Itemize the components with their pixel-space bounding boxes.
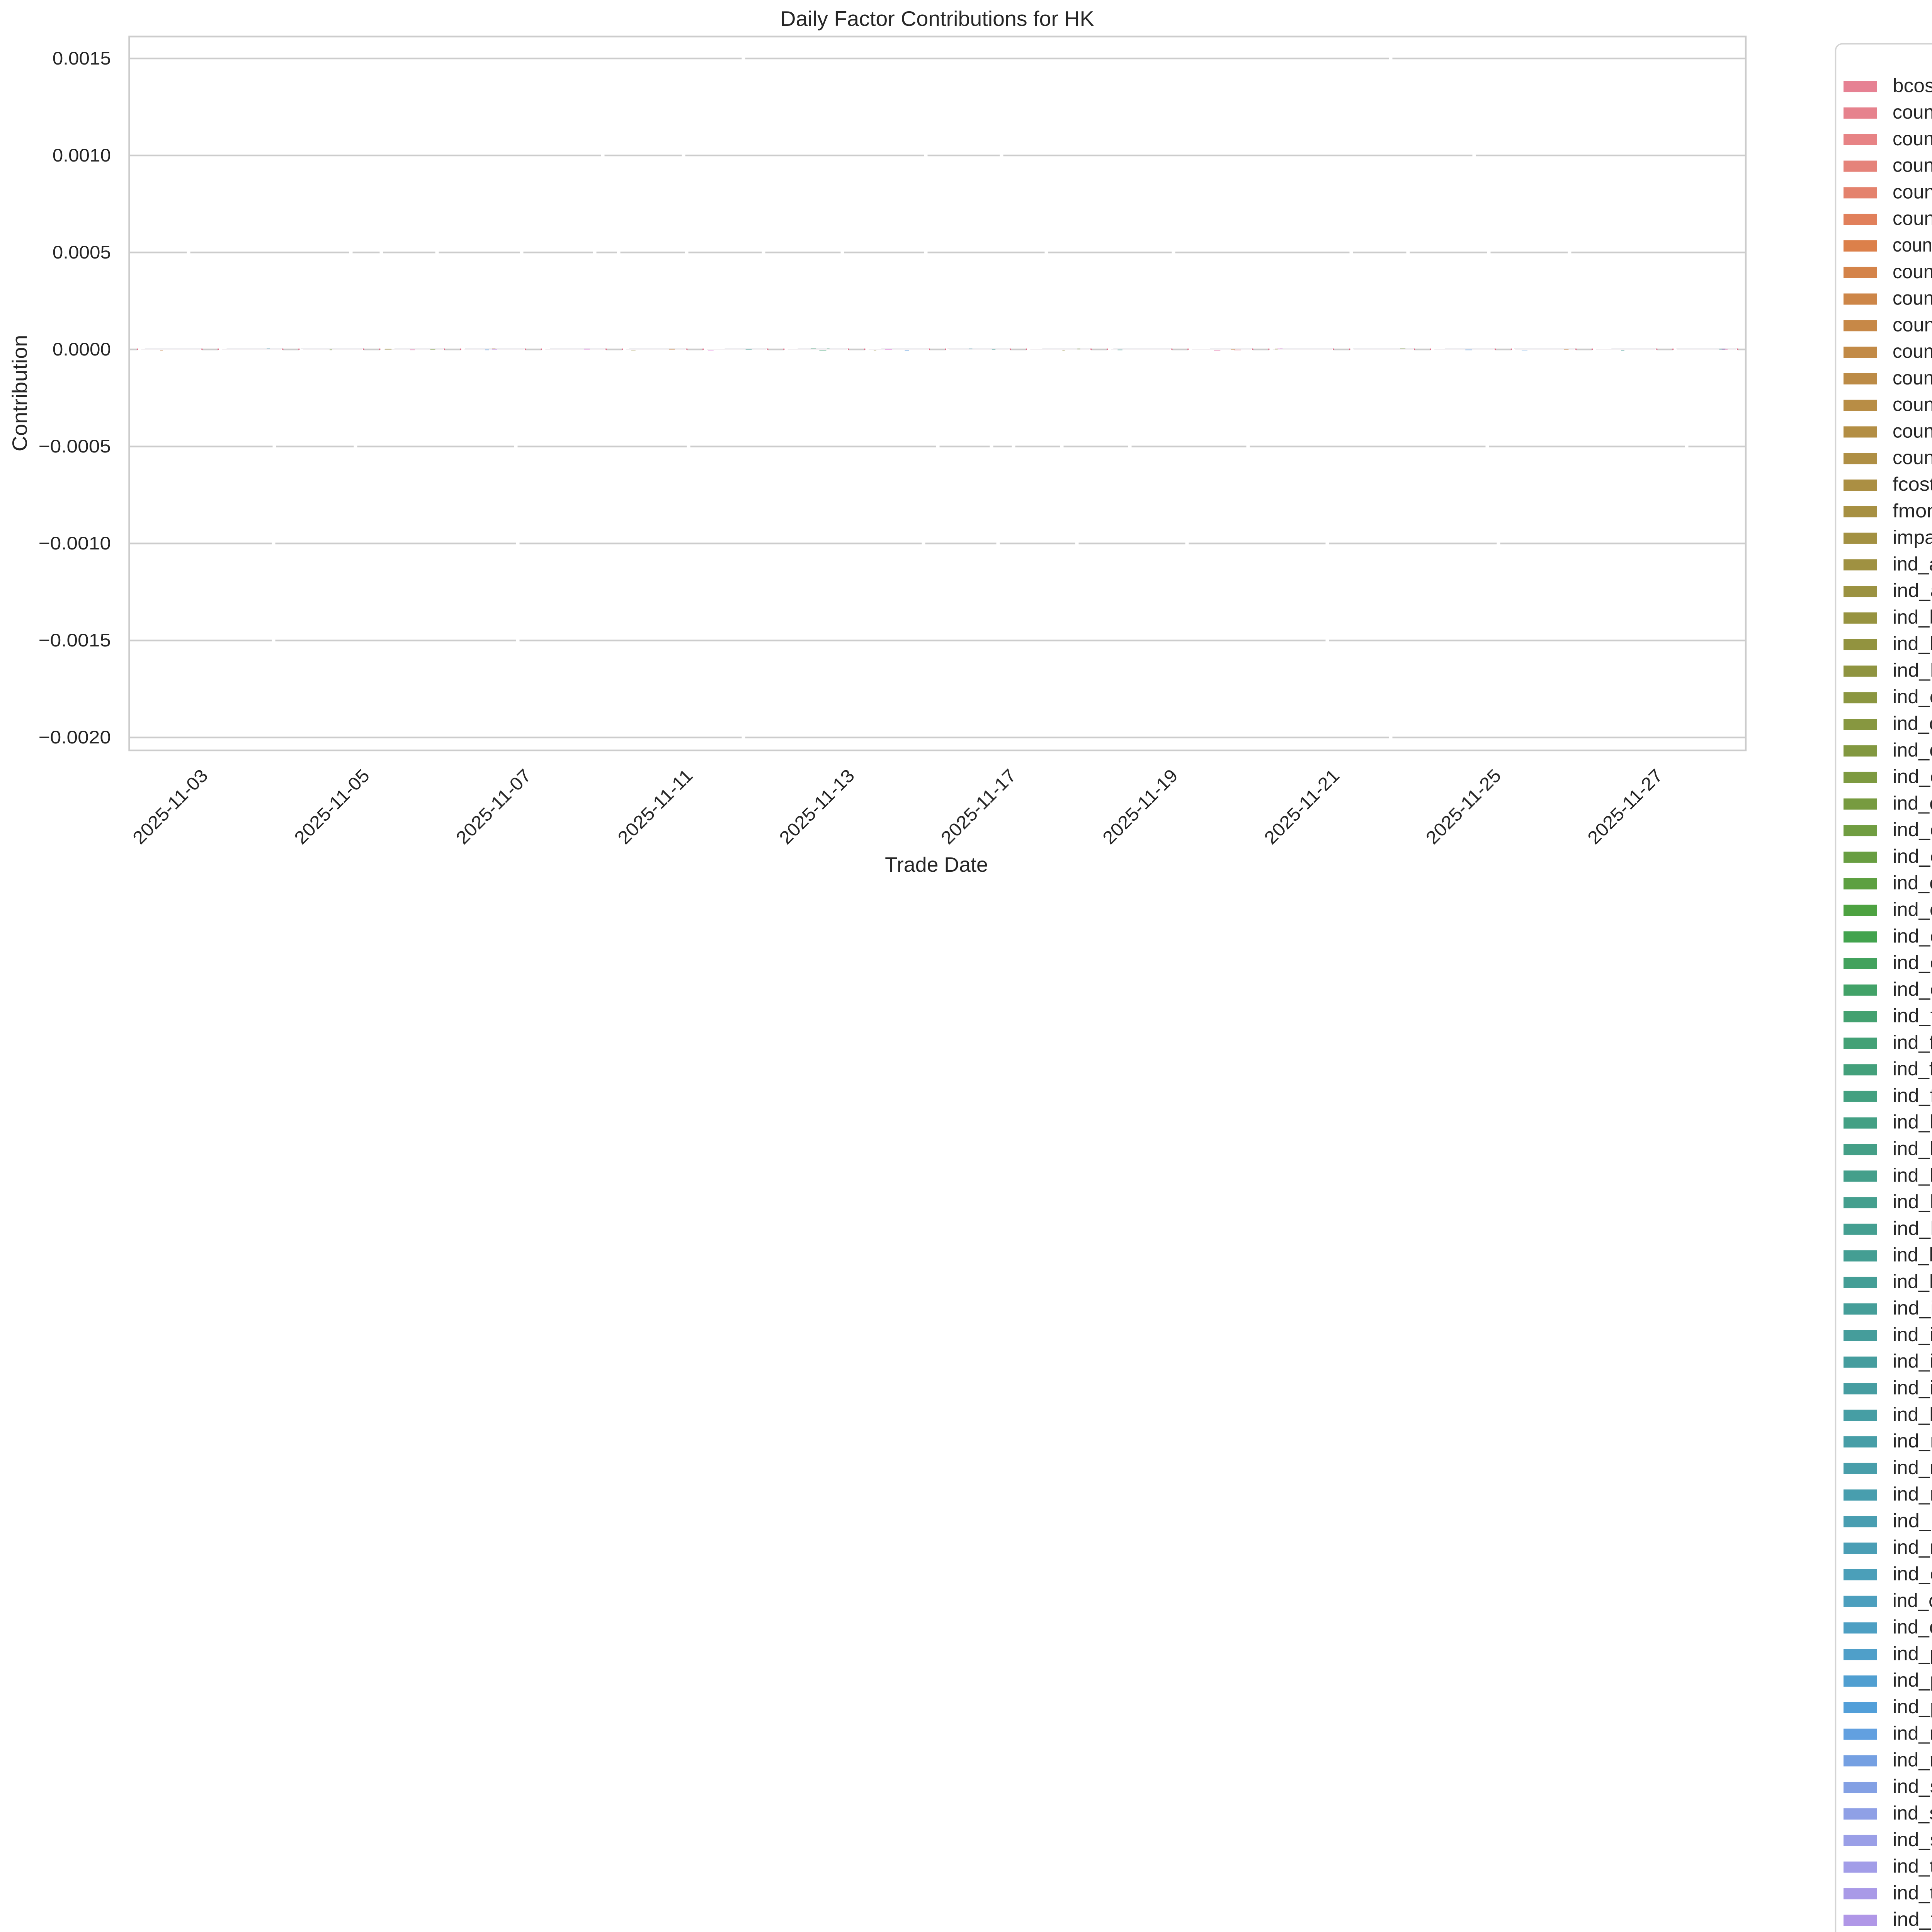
svg-text:fcost: fcost (1893, 473, 1932, 495)
svg-text:ind_automobile: ind_automobile (1893, 580, 1932, 601)
svg-text:ind_computers_phones_household: ind_computers_phones_household_electroni… (1893, 792, 1932, 814)
svg-text:ind_textiles_apparel: ind_textiles_apparel (1893, 1882, 1932, 1903)
svg-text:0.0000: 0.0000 (53, 339, 111, 360)
svg-text:ind_commercial_services_suppli: ind_commercial_services_supplies (1893, 739, 1932, 761)
svg-text:country_NZ: country_NZ (1893, 314, 1932, 335)
svg-text:country_CN: country_CN (1893, 128, 1932, 150)
svg-text:0.0015: 0.0015 (53, 48, 111, 69)
svg-text:ind_insurance: ind_insurance (1893, 1324, 1932, 1345)
svg-text:ind_household_goods: ind_household_goods (1893, 1244, 1932, 1266)
svg-text:ind_software_it_services: ind_software_it_services (1893, 1802, 1932, 1824)
svg-text:ind_renewable_energy: ind_renewable_energy (1893, 1749, 1932, 1770)
svg-text:ind_telecommunications_serices: ind_telecommunications_serices (1893, 1855, 1932, 1877)
svg-text:−0.0020: −0.0020 (39, 727, 111, 748)
svg-text:−0.0015: −0.0015 (39, 630, 111, 651)
svg-text:ind_media_publishing: ind_media_publishing (1893, 1457, 1932, 1478)
svg-text:−0.0010: −0.0010 (39, 533, 111, 554)
svg-text:country_ID: country_ID (1893, 181, 1932, 202)
svg-text:ind_consumer_goods_conglomerat: ind_consumer_goods_conglomerates (1893, 872, 1932, 894)
svg-text:ind_food_drug_retail: ind_food_drug_retail (1893, 1031, 1932, 1053)
svg-text:country_HK: country_HK (1893, 155, 1932, 176)
svg-text:ind_electric_utilities_ipps: ind_electric_utilities_ipps (1893, 952, 1932, 973)
svg-text:0.0010: 0.0010 (53, 145, 111, 166)
svg-text:ind_real_estate_operations: ind_real_estate_operations (1893, 1723, 1932, 1744)
svg-text:ind_communications_equipment: ind_communications_equipment (1893, 766, 1932, 787)
svg-text:ind_leisure_products: ind_leisure_products (1893, 1403, 1932, 1425)
svg-text:country_MY: country_MY (1893, 287, 1932, 309)
svg-text:country_TH: country_TH (1893, 394, 1932, 415)
svg-text:country_TW: country_TW (1893, 420, 1932, 442)
svg-text:ind_healthcare_providers_servi: ind_healthcare_providers_services (1893, 1138, 1932, 1160)
svg-text:ind_diversified_retail: ind_diversified_retail (1893, 925, 1932, 947)
svg-text:ind_construction_engineering: ind_construction_engineering (1893, 819, 1932, 840)
svg-text:0.0005: 0.0005 (53, 242, 111, 263)
svg-text:ind_biotechnology: ind_biotechnology (1893, 660, 1932, 681)
svg-text:ind_holding_companies: ind_holding_companies (1893, 1164, 1932, 1186)
svg-text:ind_multiline_utilities: ind_multiline_utilities (1893, 1510, 1932, 1531)
svg-text:ind_oil_gas_equipment_services: ind_oil_gas_equipment_services (1893, 1616, 1932, 1638)
svg-text:ind_healthcare_equipment_suppl: ind_healthcare_equipment_supplies (1893, 1111, 1932, 1133)
svg-text:ind_food_tobacco: ind_food_tobacco (1893, 1058, 1932, 1080)
svg-text:country_AU: country_AU (1893, 101, 1932, 123)
svg-text:ind_freight_logistics: ind_freight_logistics (1893, 1085, 1932, 1106)
svg-text:Trade Date: Trade Date (885, 853, 988, 876)
svg-text:ind_coal: ind_coal (1893, 713, 1932, 734)
svg-text:ind_hotels_entertainment: ind_hotels_entertainment (1893, 1218, 1932, 1239)
svg-text:ind_aerospace_defense: ind_aerospace_defense (1893, 553, 1932, 575)
svg-text:ind_oil_gas: ind_oil_gas (1893, 1590, 1932, 1611)
svg-text:bcost: bcost (1893, 75, 1932, 96)
svg-text:ind_machinery: ind_machinery (1893, 1430, 1932, 1452)
svg-text:ind_industrial_distribution: ind_industrial_distribution (1893, 1297, 1932, 1319)
svg-text:ind_investment_services: ind_investment_services (1893, 1377, 1932, 1399)
svg-text:country_IN: country_IN (1893, 207, 1932, 229)
svg-text:Daily Factor Contributions for: Daily Factor Contributions for HK (780, 7, 1094, 31)
svg-text:country_JP: country_JP (1893, 234, 1932, 256)
svg-text:ind_passenger_transportation: ind_passenger_transportation (1893, 1669, 1932, 1691)
svg-text:ind_office_equipment: ind_office_equipment (1893, 1563, 1932, 1585)
svg-text:ind_containers_packaging: ind_containers_packaging (1893, 899, 1932, 920)
svg-text:ind_homebuilding_building_prod: ind_homebuilding_building_products (1893, 1191, 1932, 1213)
svg-text:ind_pharmaceuticals: ind_pharmaceuticals (1893, 1696, 1932, 1718)
svg-text:ind_transportation_infrastruct: ind_transportation_infrastructure (1893, 1908, 1932, 1930)
svg-text:ind_paper_forestry: ind_paper_forestry (1893, 1643, 1932, 1664)
svg-text:−0.0005: −0.0005 (39, 436, 111, 457)
svg-text:ind_chemicals: ind_chemicals (1893, 686, 1932, 707)
svg-text:ind_beverages: ind_beverages (1893, 633, 1932, 655)
svg-text:ind_metals_mining: ind_metals_mining (1893, 1483, 1932, 1505)
svg-text:ind_specialty_reatil: ind_specialty_reatil (1893, 1829, 1932, 1850)
svg-text:ind_fintech: ind_fintech (1893, 1005, 1932, 1027)
svg-text:ind_electronic_equipment: ind_electronic_equipment (1893, 978, 1932, 1000)
svg-text:ind_integrated_hardware_softwa: ind_integrated_hardware_software (1893, 1350, 1932, 1372)
svg-text:ind_banking_services: ind_banking_services (1893, 606, 1932, 628)
svg-text:country_SG: country_SG (1893, 367, 1932, 389)
svg-text:ind_semiconductors: ind_semiconductors (1893, 1776, 1932, 1797)
svg-text:impactCost: impactCost (1893, 527, 1932, 548)
svg-text:country_XH: country_XH (1893, 447, 1932, 468)
svg-text:fmom: fmom (1893, 500, 1932, 522)
svg-text:ind_construction_materials: ind_construction_materials (1893, 845, 1932, 867)
svg-text:ind_household_products_service: ind_household_products_services (1893, 1270, 1932, 1292)
svg-text:country_PH: country_PH (1893, 340, 1932, 362)
svg-text:Contribution: Contribution (9, 335, 32, 452)
svg-text:country_KR: country_KR (1893, 261, 1932, 282)
svg-text:ind_natural_gas_utilities: ind_natural_gas_utilities (1893, 1536, 1932, 1558)
